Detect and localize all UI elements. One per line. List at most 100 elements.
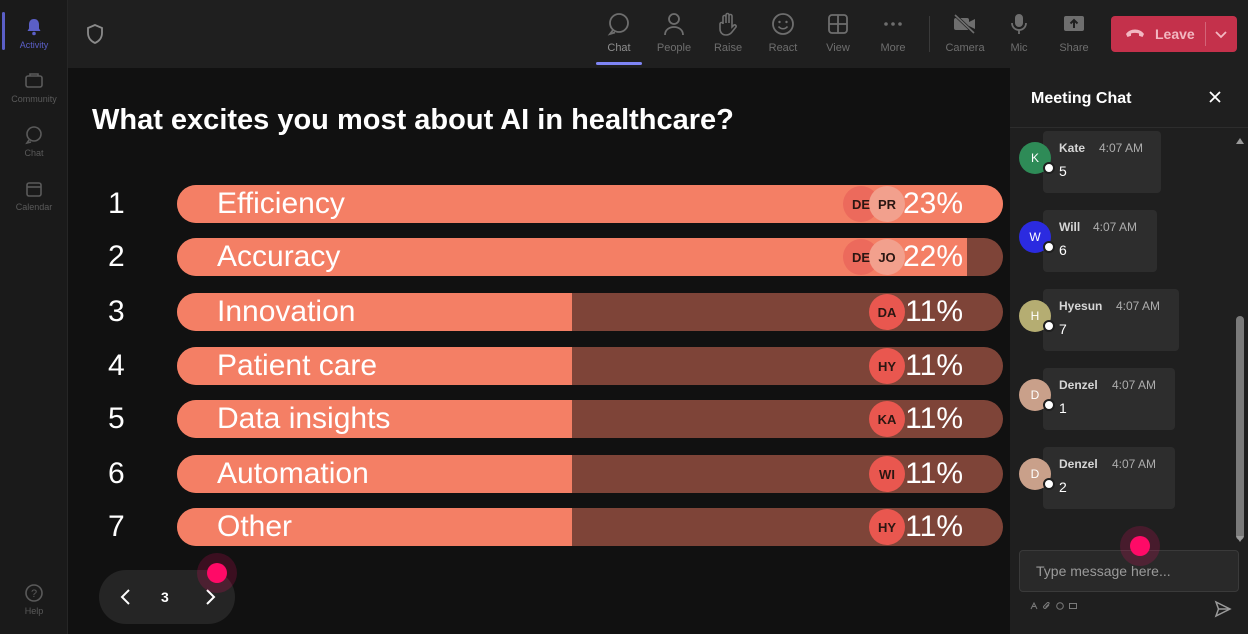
presence-status-icon [1043, 241, 1055, 253]
chat-message-input[interactable] [1019, 550, 1239, 592]
poll-option-bar: Data insights KA 11% [177, 400, 1003, 438]
voter-avatar: DA [869, 294, 905, 330]
poll-question: What excites you most about AI in health… [92, 104, 734, 136]
chevron-down-icon[interactable] [1213, 26, 1229, 45]
poll-bar-fill [177, 238, 967, 276]
presence-status-icon [1043, 162, 1055, 174]
rail-label: Chat [24, 148, 44, 158]
toolbar-share-button[interactable]: Share [1049, 10, 1099, 62]
community-icon [23, 70, 45, 92]
rail-item-chat[interactable]: Chat [0, 116, 68, 166]
emoji-icon[interactable] [1056, 602, 1064, 612]
help-icon: ? [23, 582, 45, 604]
share-icon [1062, 10, 1086, 38]
voter-avatar: JO [869, 239, 905, 275]
poll-option-rank: 4 [108, 349, 125, 382]
toolbar-label: View [826, 42, 850, 54]
chat-message: Hyesun 4:07 AM 7 H [1010, 286, 1232, 351]
presence-status-icon [1043, 478, 1055, 490]
poll-stage: What excites you most about AI in health… [68, 68, 1010, 634]
toolbar-label: Share [1059, 42, 1089, 54]
chat-message: Denzel 4:07 AM 1 D [1010, 365, 1232, 430]
chat-message-bubble[interactable]: Will 4:07 AM 6 [1043, 210, 1157, 272]
rail-label: Help [24, 606, 44, 616]
chat-sender-name: Kate [1059, 141, 1086, 155]
poll-option-rank: 7 [108, 510, 125, 543]
scroll-up-icon[interactable] [1236, 132, 1244, 150]
poll-option-label: Patient care [217, 349, 378, 382]
toolbar-label: Mic [1010, 42, 1028, 54]
chat-message-text: 1 [1059, 400, 1067, 416]
voter-avatar: HY [869, 509, 905, 545]
chat-sender-name: Denzel [1059, 378, 1098, 392]
chat-scrollbar[interactable] [1234, 130, 1246, 542]
rail-active-indicator [2, 12, 5, 50]
chevron-left-icon[interactable] [117, 587, 135, 612]
avatar[interactable]: D [1019, 458, 1051, 490]
toolbar-label: People [656, 42, 692, 54]
chat-timestamp: 4:07 AM [1112, 457, 1157, 471]
poll-option-row: 6 Automation WI 11% [68, 455, 1010, 493]
toolbar-react-button[interactable]: React [758, 10, 808, 62]
rail-label: Community [11, 94, 57, 104]
poll-option-percent: 11% [905, 295, 963, 328]
chat-sender-name: Hyesun [1059, 299, 1103, 313]
chat-message-bubble[interactable]: Kate 4:07 AM 5 [1043, 131, 1161, 193]
scroll-down-icon[interactable] [1236, 530, 1244, 548]
toolbar-label: Raise [713, 42, 743, 54]
poll-option-rank: 1 [108, 187, 125, 220]
rail-item-community[interactable]: Community [0, 62, 68, 112]
format-icon[interactable] [1030, 601, 1038, 612]
rail-item-calendar[interactable]: Calendar [0, 170, 68, 220]
compose-toolbar [1030, 601, 1077, 612]
poll-option-percent: 23% [902, 187, 963, 220]
poll-option-bar: Innovation DA 11% [177, 293, 1003, 331]
send-icon[interactable] [1214, 600, 1232, 623]
gif-icon[interactable] [1069, 602, 1077, 612]
chat-icon [607, 10, 631, 38]
chat-timestamp: 4:07 AM [1099, 141, 1144, 155]
shield-icon[interactable] [86, 24, 104, 49]
chat-message-bubble[interactable]: Denzel 4:07 AM 2 [1043, 447, 1175, 509]
close-icon[interactable] [1208, 90, 1222, 109]
toolbar-camera-button[interactable]: Camera [940, 10, 990, 62]
attach-icon[interactable] [1043, 601, 1051, 612]
svg-text:?: ? [31, 588, 37, 600]
chat-message-bubble[interactable]: Denzel 4:07 AM 1 [1043, 368, 1175, 430]
poll-option-label: Automation [217, 457, 369, 490]
toolbar-view-button[interactable]: View [813, 10, 863, 62]
poll-option-label: Accuracy [217, 240, 341, 273]
leave-button[interactable]: Leave [1111, 16, 1237, 52]
hand-icon [716, 10, 740, 38]
poll-option-row: 4 Patient care HY 11% [68, 347, 1010, 385]
cursor-highlight-dot [207, 563, 227, 583]
chat-divider [1010, 127, 1248, 128]
poll-option-label: Efficiency [217, 187, 345, 220]
toolbar-more-button[interactable]: More [868, 10, 918, 62]
more-icon [881, 10, 905, 38]
toolbar-divider [929, 16, 930, 52]
chat-title: Meeting Chat [1031, 90, 1132, 107]
voter-avatar: WI [869, 456, 905, 492]
toolbar-label: Chat [607, 42, 631, 54]
poll-option-rank: 5 [108, 402, 125, 435]
rail-item-activity[interactable]: Activity [0, 8, 68, 58]
rail-item-help[interactable]: ? Help [0, 574, 68, 624]
poll-option-label: Other [217, 510, 293, 543]
chat-message-bubble[interactable]: Hyesun 4:07 AM 7 [1043, 289, 1179, 351]
chat-timestamp: 4:07 AM [1112, 378, 1157, 392]
poll-option-row: 3 Innovation DA 11% [68, 293, 1010, 331]
smiley-icon [771, 10, 795, 38]
toolbar-people-button[interactable]: People [649, 10, 699, 62]
toolbar-raise-button[interactable]: Raise [703, 10, 753, 62]
page-number: 3 [161, 589, 169, 605]
camera-off-icon [952, 10, 978, 38]
toolbar-chat-button[interactable]: Chat [594, 10, 644, 62]
chat-sender-name: Denzel [1059, 457, 1098, 471]
bell-icon [23, 16, 45, 38]
chevron-right-icon[interactable] [201, 587, 219, 612]
chat-message-list: Kate 4:07 AM 5 K Will 4:07 AM 6 W Hyesun 4:07 AM 7… [1010, 128, 1232, 542]
scroll-thumb[interactable] [1236, 316, 1244, 540]
toolbar-mic-button[interactable]: Mic [994, 10, 1044, 62]
rail-label: Activity [19, 40, 49, 50]
